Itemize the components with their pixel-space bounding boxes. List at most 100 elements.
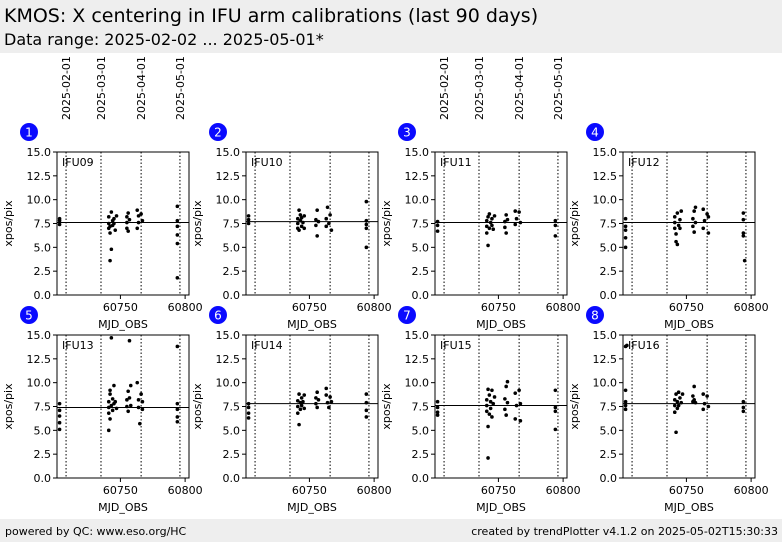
data-point [127,396,132,400]
y-tick-label: 5.0 [223,241,241,254]
plot-frame [622,334,756,479]
data-point [675,406,680,411]
y-tick-label: 0.0 [223,289,241,302]
data-point [623,224,628,229]
plot-frame [245,151,379,296]
x-axis-label: MJD_OBS [476,501,526,514]
data-point [486,387,490,392]
data-point [492,395,497,399]
data-point [295,216,300,221]
data-point [175,419,180,424]
y-tick-label: 0.0 [600,289,618,302]
panel-ifu15: IFU15 0.0 2.5 5.0 7.5 10.0 12.5 15.0 60750 60800 M… [380,306,581,514]
y-tick-label: 7.5 [223,218,241,231]
plot-frame [434,334,568,479]
data-point [691,224,695,229]
y-tick-label: 2.5 [223,265,241,278]
y-tick-label: 2.5 [412,265,430,278]
data-point [742,258,747,263]
data-point [364,218,369,223]
panel-number: 8 [591,309,599,323]
data-point [741,405,746,410]
y-tick-label: 12.5 [593,170,618,183]
plot-frame [56,334,190,479]
data-point [328,395,332,399]
panel-label: IFU10 [251,156,283,169]
y-tick-label: 12.5 [27,170,52,183]
data-point [246,401,251,406]
data-point [126,229,130,233]
data-point [364,226,369,231]
footer: powered by QC: www.eso.org/HC created by… [0,519,782,542]
panel-ifu10: IFU10 0.0 2.5 5.0 7.5 10.0 12.5 15.0 60750 60800 M… [191,123,392,331]
data-point [517,210,521,214]
data-point [175,407,180,412]
data-point [675,399,680,404]
data-point [505,400,510,405]
data-point [314,223,318,228]
data-point [299,224,304,229]
data-point [246,411,251,415]
data-point [57,427,62,432]
data-point [486,424,490,429]
y-tick-label: 5.0 [34,241,52,254]
data-point [484,398,489,402]
data-point [109,403,114,408]
data-point [106,411,111,415]
panel-ifu11: IFU11 0.0 2.5 5.0 7.5 10.0 12.5 15.0 60750 60800 M… [380,56,581,331]
y-tick-label: 7.5 [412,218,430,231]
panel-number-badge [20,306,38,324]
y-tick-label: 15.0 [405,329,430,342]
x-tick-label: 60800 [734,301,769,314]
data-point [676,223,681,228]
panel-number-badge [209,123,227,141]
x-axis-label: MJD_OBS [287,318,337,331]
data-point [297,392,301,396]
data-point [484,403,489,408]
data-point [175,344,180,349]
y-tick-label: 7.5 [600,218,618,231]
data-point [623,236,628,240]
y-tick-label: 2.5 [600,265,618,278]
x-axis-label: MJD_OBS [476,318,526,331]
y-tick-label: 2.5 [223,448,241,461]
data-point [672,403,677,408]
data-point [678,217,682,222]
data-point [297,228,301,232]
data-point [110,397,115,401]
date-label: 2025-04-01 [513,56,526,120]
data-point [57,216,62,221]
date-label: 2025-02-01 [60,56,73,120]
y-tick-label: 10.0 [216,377,241,390]
date-label: 2025-04-01 [135,56,148,120]
data-point [692,209,696,213]
y-tick-label: 2.5 [34,265,52,278]
data-point [693,205,698,210]
data-point [487,412,492,416]
panel-ifu12: IFU12 0.0 2.5 5.0 7.5 10.0 12.5 15.0 60750 60800 M… [568,123,769,331]
y-tick-label: 10.0 [405,194,430,207]
data-point [553,218,558,223]
data-point [127,217,132,222]
data-point [316,219,321,224]
data-point [488,399,493,404]
x-tick-label: 60800 [357,301,392,314]
panel-number: 1 [25,126,33,140]
data-point [109,247,114,252]
data-point [126,409,130,414]
data-point [110,408,115,413]
data-point [113,228,118,232]
data-point [127,338,132,343]
panel-ifu16: IFU16 0.0 2.5 5.0 7.5 10.0 12.5 15.0 60750 60800 M… [568,306,769,514]
data-point [364,392,369,396]
y-tick-label: 0.0 [412,472,430,485]
data-point [672,226,677,231]
data-point [295,411,300,415]
panel-number-badge [20,123,38,141]
data-point [701,226,706,231]
y-tick-label: 15.0 [593,329,618,342]
data-point [676,390,681,395]
data-point [140,218,145,223]
data-point [327,405,331,410]
y-tick-label: 7.5 [223,401,241,414]
